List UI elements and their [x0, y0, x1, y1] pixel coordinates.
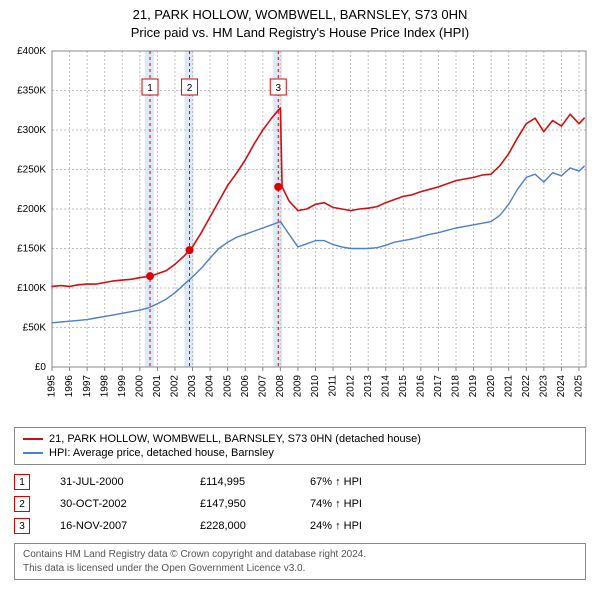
svg-text:1: 1: [147, 83, 153, 94]
sale-price: £228,000: [200, 520, 310, 532]
legend-label: 21, PARK HOLLOW, WOMBWELL, BARNSLEY, S73…: [49, 433, 421, 445]
footer-line-2: This data is licensed under the Open Gov…: [23, 562, 577, 576]
svg-text:£50K: £50K: [23, 323, 47, 334]
svg-text:1997: 1997: [82, 375, 93, 398]
page: 21, PARK HOLLOW, WOMBWELL, BARNSLEY, S73…: [0, 0, 600, 580]
svg-text:2004: 2004: [205, 375, 216, 398]
svg-text:£200K: £200K: [17, 204, 46, 215]
legend-swatch: [23, 452, 43, 454]
svg-text:2016: 2016: [416, 375, 427, 398]
legend-item: HPI: Average price, detached house, Barn…: [23, 446, 577, 460]
sale-date: 31-JUL-2000: [60, 476, 200, 488]
svg-text:2007: 2007: [257, 375, 268, 398]
sale-date: 16-NOV-2007: [60, 520, 200, 532]
sale-row: 2 30-OCT-2002£147,95074% ↑ HPI: [14, 493, 586, 515]
legend-label: HPI: Average price, detached house, Barn…: [49, 447, 274, 459]
svg-text:2025: 2025: [574, 375, 585, 398]
svg-text:2019: 2019: [468, 375, 479, 398]
svg-text:2012: 2012: [345, 375, 356, 398]
sale-marker: 3: [14, 518, 30, 534]
svg-text:£400K: £400K: [17, 46, 46, 57]
sale-row: 3 16-NOV-2007£228,00024% ↑ HPI: [14, 515, 586, 537]
svg-text:2021: 2021: [503, 375, 514, 398]
svg-text:2018: 2018: [451, 375, 462, 398]
sale-price: £147,950: [200, 498, 310, 510]
svg-text:2002: 2002: [170, 375, 181, 398]
svg-text:2023: 2023: [538, 375, 549, 398]
sale-date: 30-OCT-2002: [60, 498, 200, 510]
svg-text:3: 3: [275, 83, 281, 94]
svg-text:2011: 2011: [328, 375, 339, 397]
sale-delta: 74% ↑ HPI: [310, 498, 586, 510]
legend-item: 21, PARK HOLLOW, WOMBWELL, BARNSLEY, S73…: [23, 432, 577, 446]
title-line-1: 21, PARK HOLLOW, WOMBWELL, BARNSLEY, S73…: [0, 6, 600, 24]
svg-text:2022: 2022: [521, 375, 532, 398]
svg-text:1996: 1996: [64, 375, 75, 398]
legend-swatch: [23, 438, 43, 440]
sale-marker: 2: [14, 496, 30, 512]
sales-list: 1 31-JUL-2000£114,99567% ↑ HPI 2 30-OCT-200…: [14, 471, 586, 537]
legend: 21, PARK HOLLOW, WOMBWELL, BARNSLEY, S73…: [14, 427, 586, 465]
sale-price: £114,995: [200, 476, 310, 488]
svg-text:1998: 1998: [99, 375, 110, 398]
sale-marker: 1: [14, 474, 30, 490]
svg-text:£0: £0: [35, 362, 47, 373]
svg-text:2015: 2015: [398, 375, 409, 398]
svg-text:2005: 2005: [222, 375, 233, 398]
svg-text:2009: 2009: [293, 375, 304, 398]
title-block: 21, PARK HOLLOW, WOMBWELL, BARNSLEY, S73…: [0, 0, 600, 43]
sale-row: 1 31-JUL-2000£114,99567% ↑ HPI: [14, 471, 586, 493]
svg-text:2014: 2014: [380, 375, 391, 398]
footer: Contains HM Land Registry data © Crown c…: [14, 543, 586, 580]
svg-text:£350K: £350K: [17, 86, 46, 97]
svg-text:£250K: £250K: [17, 165, 46, 176]
title-line-2: Price paid vs. HM Land Registry's House …: [0, 24, 600, 42]
sale-delta: 24% ↑ HPI: [310, 520, 586, 532]
svg-text:2020: 2020: [486, 375, 497, 398]
footer-line-1: Contains HM Land Registry data © Crown c…: [23, 548, 577, 562]
svg-text:2017: 2017: [433, 375, 444, 398]
svg-text:2000: 2000: [134, 375, 145, 398]
sale-delta: 67% ↑ HPI: [310, 476, 586, 488]
svg-text:2006: 2006: [240, 375, 251, 398]
chart-svg: £0 £50K £100K £150K £200K £250K £300K £350K £400…: [0, 43, 600, 423]
svg-text:2001: 2001: [152, 375, 163, 398]
svg-text:£150K: £150K: [17, 244, 46, 255]
price-chart: £0 £50K £100K £150K £200K £250K £300K £350K £400…: [0, 43, 600, 423]
svg-text:2003: 2003: [187, 375, 198, 398]
svg-text:2024: 2024: [556, 375, 567, 398]
svg-text:2008: 2008: [275, 375, 286, 398]
svg-text:1995: 1995: [47, 375, 58, 398]
svg-text:2013: 2013: [363, 375, 374, 398]
svg-text:£100K: £100K: [17, 283, 46, 294]
svg-text:2: 2: [187, 83, 193, 94]
svg-text:1999: 1999: [117, 375, 128, 398]
svg-text:£300K: £300K: [17, 125, 46, 136]
svg-text:2010: 2010: [310, 375, 321, 398]
